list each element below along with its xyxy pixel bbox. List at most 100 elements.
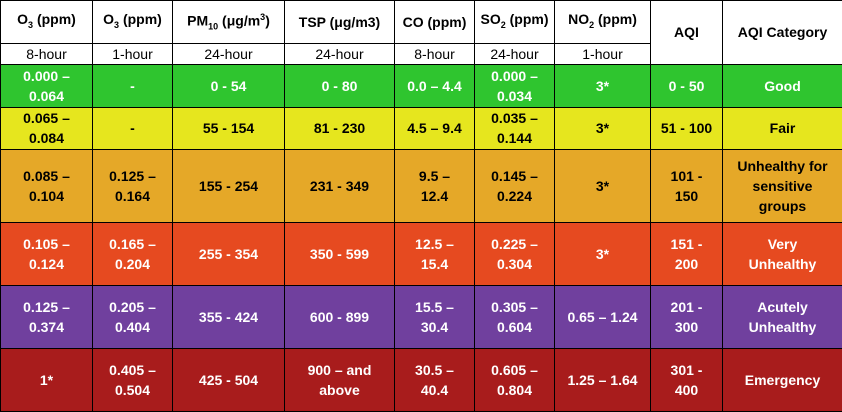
- cell-line: 3*: [595, 77, 610, 94]
- cell-aqi: 101 - 150: [650, 149, 723, 224]
- cell-line: 0.304: [496, 256, 533, 273]
- cell-no2: 3*: [554, 106, 651, 151]
- cell-line: 3*: [595, 246, 610, 263]
- header-o3-1h: O3 (ppm): [92, 0, 173, 44]
- averaging-period: 1-hour: [92, 42, 173, 65]
- cell-o3-1h: -: [92, 106, 173, 151]
- cell-no2: 3*: [554, 149, 651, 224]
- cell-line: -: [130, 77, 135, 94]
- cell-o3-1h: 0.205 – 0.404: [92, 285, 173, 349]
- cell-line: 12.5 –: [415, 236, 454, 253]
- cell-aqi: 301 - 400: [650, 348, 723, 412]
- cell-o3-8h: 1*: [0, 348, 93, 412]
- cell-category: Fair: [722, 106, 842, 151]
- cell-tsp: 350 - 599: [284, 222, 395, 287]
- cell-line: 0.000 –: [23, 67, 70, 84]
- header-so2: SO2 (ppm): [474, 0, 555, 44]
- averaging-period: 24-hour: [284, 42, 395, 65]
- cell-line: 0.374: [28, 319, 65, 336]
- header-pm10: PM10 (μg/m3): [172, 0, 285, 44]
- cell-line: 0.225 –: [491, 236, 538, 253]
- cell-line: 0.504: [114, 382, 151, 398]
- cell-line: groups: [758, 198, 807, 215]
- row-fair: 0.065 – 0.084 - 55 - 154 81 - 230 4.5 – 9.4 0.…: [0, 106, 842, 151]
- cell-line: 0.605 –: [491, 362, 538, 378]
- cell-line: 30.5 –: [415, 362, 454, 378]
- averaging-period: 24-hour: [172, 42, 285, 65]
- cell-o3-8h: 0.065 – 0.084: [0, 106, 93, 151]
- cell-line: 0.404: [114, 319, 151, 336]
- cell-line: 4.5 – 9.4: [407, 120, 462, 137]
- cell-o3-8h: 0.105 – 0.124: [0, 222, 93, 287]
- cell-no2: 1.25 – 1.64: [554, 348, 651, 412]
- cell-line: 0.305 –: [491, 299, 538, 316]
- cell-line: Unhealthy for: [737, 158, 828, 175]
- row-emergency: 1* 0.405 – 0.504 425 - 504 900 – and above 30.…: [0, 348, 842, 412]
- cell-o3-1h: 0.405 – 0.504: [92, 348, 173, 412]
- cell-line: above: [319, 382, 360, 398]
- cell-tsp: 900 – and above: [284, 348, 395, 412]
- cell-line: 0.604: [496, 319, 533, 336]
- cell-category: Emergency: [722, 348, 842, 412]
- averaging-period: 24-hour: [474, 42, 555, 65]
- cell-line: 255 - 354: [198, 246, 259, 263]
- cell-line: Emergency: [744, 372, 821, 388]
- cell-line: 15.4: [420, 256, 449, 273]
- cell-tsp: 231 - 349: [284, 149, 395, 224]
- averaging-period: 8-hour: [394, 42, 475, 65]
- cell-co: 15.5 – 30.4: [394, 285, 475, 349]
- cell-o3-1h: 0.125 – 0.164: [92, 149, 173, 224]
- cell-line: Unhealthy: [748, 256, 817, 273]
- cell-aqi: 51 - 100: [650, 106, 723, 151]
- row-very-unhealthy: 0.105 – 0.124 0.165 – 0.204 255 - 354 350 - 5…: [0, 222, 842, 287]
- cell-no2: 3*: [554, 222, 651, 287]
- cell-line: 150: [674, 188, 699, 205]
- cell-line: 9.5 –: [418, 168, 451, 185]
- cell-aqi: 151 - 200: [650, 222, 723, 287]
- header-tsp: TSP (μg/m3): [284, 0, 395, 44]
- averaging-row: 8-hour 1-hour 24-hour 24-hour 8-hour 24-…: [0, 42, 842, 65]
- cell-no2: 3*: [554, 63, 651, 108]
- cell-line: Acutely: [757, 299, 808, 316]
- cell-line: 0.144: [496, 130, 533, 147]
- cell-co: 12.5 – 15.4: [394, 222, 475, 287]
- cell-line: Fair: [769, 120, 796, 137]
- cell-line: 0.405 –: [109, 362, 156, 378]
- cell-tsp: 0 - 80: [284, 63, 395, 108]
- cell-line: 0.000 –: [491, 67, 538, 84]
- cell-so2: 0.605 – 0.804: [474, 348, 555, 412]
- cell-aqi: 201 - 300: [650, 285, 723, 349]
- cell-category: Very Unhealthy: [722, 222, 842, 287]
- cell-line: 0.165 –: [109, 236, 156, 253]
- cell-line: 0 - 54: [210, 77, 247, 94]
- cell-o3-1h: -: [92, 63, 173, 108]
- cell-pm10: 0 - 54: [172, 63, 285, 108]
- cell-pm10: 425 - 504: [172, 348, 285, 412]
- cell-line: 40.4: [420, 382, 449, 398]
- cell-line: 0.084: [28, 130, 65, 147]
- cell-line: 301 -: [670, 362, 703, 378]
- cell-pm10: 55 - 154: [172, 106, 285, 151]
- cell-o3-8h: 0.000 – 0.064: [0, 63, 93, 108]
- header-aqi-category: AQI Category: [722, 0, 842, 65]
- cell-line: 81 - 230: [313, 120, 366, 137]
- cell-category: Unhealthy for sensitive groups: [722, 149, 842, 224]
- cell-line: 0.065 –: [23, 110, 70, 127]
- cell-so2: 0.225 – 0.304: [474, 222, 555, 287]
- cell-line: 151 -: [670, 236, 703, 253]
- cell-o3-8h: 0.125 – 0.374: [0, 285, 93, 349]
- cell-line: -: [130, 120, 135, 137]
- cell-co: 30.5 – 40.4: [394, 348, 475, 412]
- cell-line: 0.064: [28, 87, 65, 104]
- cell-line: 1*: [39, 372, 54, 388]
- cell-line: 400: [674, 382, 699, 398]
- row-unhealthy-sensitive: 0.085 – 0.104 0.125 – 0.164 155 - 254 231 - 3…: [0, 149, 842, 224]
- row-good: 0.000 – 0.064 - 0 - 54 0 - 80 0.0 – 4.4 0.000 …: [0, 63, 842, 108]
- cell-line: 600 - 899: [309, 309, 370, 326]
- cell-co: 9.5 – 12.4: [394, 149, 475, 224]
- cell-line: 0.104: [28, 188, 65, 205]
- cell-line: 55 - 154: [202, 120, 255, 137]
- cell-tsp: 81 - 230: [284, 106, 395, 151]
- cell-line: Very: [767, 236, 798, 253]
